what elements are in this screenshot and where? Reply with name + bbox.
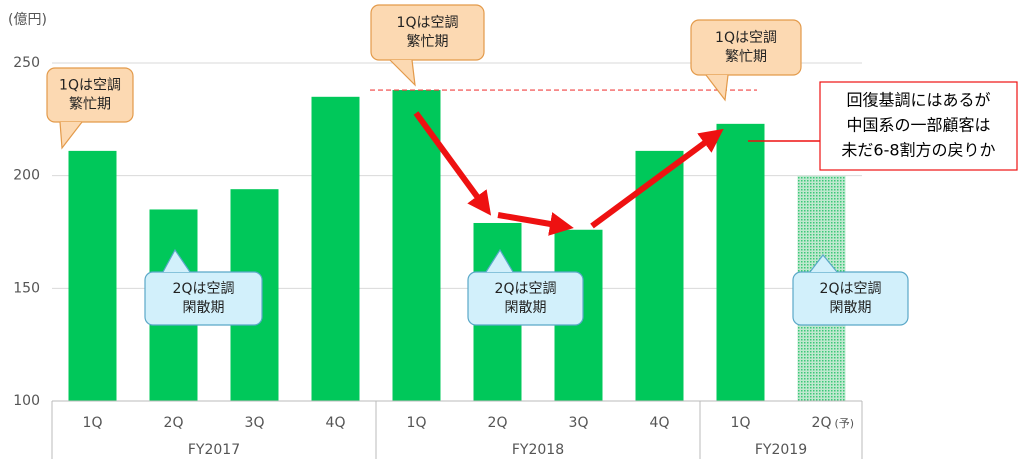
unit-label: (億円)	[8, 12, 47, 28]
bar	[68, 150, 117, 401]
x-tick-label: 1Q	[83, 415, 103, 431]
callout-text: 閑散期	[830, 300, 872, 316]
callout-box	[46, 67, 134, 123]
group-label: FY2017	[188, 442, 240, 458]
y-tick-label: 250	[13, 55, 40, 71]
bar	[311, 96, 360, 402]
bar	[392, 90, 441, 401]
bar	[635, 150, 684, 401]
bar	[716, 123, 765, 401]
x-tick-label: 3Q	[245, 415, 265, 431]
trend-arrow	[590, 128, 724, 229]
y-tick-label: 150	[13, 280, 40, 296]
callout-box	[370, 4, 485, 61]
callout-box	[690, 19, 802, 76]
x-tick-label: 3Q	[569, 415, 589, 431]
callout-text: 2Qは空調	[495, 281, 557, 297]
callout-text: 回復基調にはあるが	[846, 91, 990, 110]
callout-text: 1Qは空調	[397, 15, 459, 31]
callout-text: 閑散期	[183, 300, 225, 316]
callout-box	[467, 271, 584, 326]
y-tick-label: 100	[13, 393, 40, 409]
callout-text: 閑散期	[505, 300, 547, 316]
callout-text: 2Qは空調	[173, 281, 235, 297]
callout-box	[792, 271, 909, 326]
group-label: FY2018	[512, 442, 564, 458]
callout-text: 繁忙期	[407, 34, 449, 50]
callout-tail-edge	[705, 74, 729, 102]
callout-tail	[163, 250, 190, 272]
callout-tail-edge	[809, 254, 838, 273]
x-tick-label: 1Q	[731, 415, 751, 431]
group-label: FY2019	[755, 442, 807, 458]
callout-tail	[486, 250, 513, 272]
callout-tail-edge	[389, 59, 416, 87]
callout-text: 1Qは空調	[59, 78, 121, 94]
callout-box	[144, 271, 263, 326]
x-tick-label: 4Q	[650, 415, 670, 431]
callout-text: 中国系の一部顧客は	[846, 116, 990, 135]
callout-tail-edge	[485, 248, 514, 273]
callout-text: 繁忙期	[725, 49, 767, 65]
callout-text: 繁忙期	[69, 97, 111, 113]
callout-box	[819, 81, 1018, 171]
x-tick-label: 2Q	[164, 415, 184, 431]
callout-text: 1Qは空調	[715, 30, 777, 46]
callout-text: 2Qは空調	[820, 281, 882, 297]
x-tick-label: 1Q	[407, 415, 427, 431]
callout-tail	[810, 255, 837, 272]
trend-arrow	[413, 111, 492, 216]
forecast-note: (予)	[835, 417, 855, 430]
callout-text: 未だ6-8割方の戻りか	[841, 141, 995, 160]
callout-tail-edge	[59, 121, 83, 150]
trend-arrow	[497, 212, 574, 236]
x-tick-label: 2Q	[812, 415, 832, 431]
x-tick-label: 4Q	[326, 415, 346, 431]
y-tick-label: 200	[13, 168, 40, 184]
x-tick-label: 2Q	[488, 415, 508, 431]
callout-tail-edge	[162, 248, 191, 273]
